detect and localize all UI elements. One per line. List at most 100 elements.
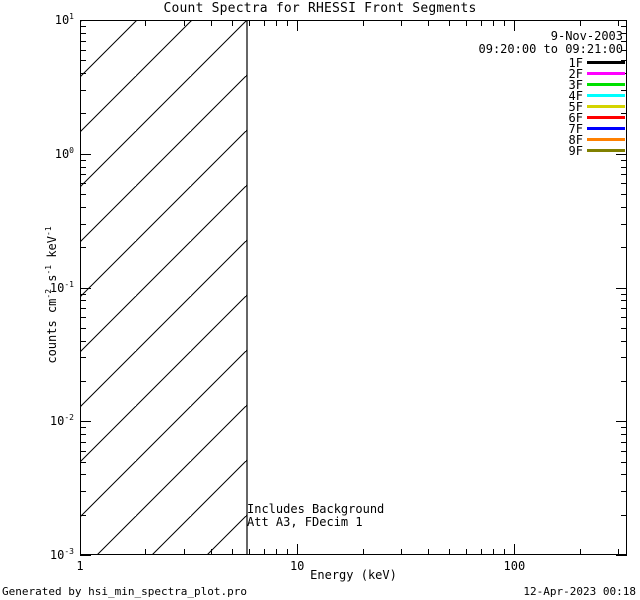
y-tick	[80, 247, 86, 248]
x-tick	[297, 544, 298, 555]
y-tick	[621, 41, 627, 42]
legend-entry-label: 8F	[568, 132, 583, 147]
y-tick	[80, 308, 86, 309]
legend-color-swatch	[587, 149, 625, 152]
x-tick	[504, 549, 505, 555]
x-tick	[428, 549, 429, 555]
legend-entry-4f: 4F	[430, 90, 625, 102]
y-tick	[621, 474, 627, 475]
y-tick	[616, 20, 627, 21]
x-tick	[493, 549, 494, 555]
legend-entry-label: 1F	[568, 55, 583, 70]
y-tick	[621, 33, 627, 34]
legend-entry-5f: 5F	[430, 99, 625, 114]
y-tick	[621, 308, 627, 309]
x-tick	[264, 549, 265, 555]
y-tick	[621, 194, 627, 195]
y-tick	[621, 341, 627, 342]
x-tick	[249, 549, 250, 555]
x-tick	[264, 20, 265, 26]
x-tick	[80, 544, 81, 555]
y-tick	[80, 33, 86, 34]
y-tick	[621, 317, 627, 318]
x-tick	[184, 20, 185, 26]
y-tick	[80, 515, 86, 516]
x-tick	[287, 20, 288, 26]
y-tick	[616, 555, 627, 556]
y-tick	[621, 442, 627, 443]
x-tick	[449, 20, 450, 26]
y-tick	[80, 434, 86, 435]
footer-generator: Generated by hsi_min_spectra_plot.pro	[2, 585, 248, 598]
legend-entries: 1F 2F 3F 4F 5F 6F 7F 8F 9F	[430, 55, 625, 157]
y-tick	[80, 451, 86, 452]
y-tick	[621, 491, 627, 492]
legend-color-swatch	[587, 127, 625, 130]
y-tick	[621, 434, 627, 435]
y-tick	[621, 207, 627, 208]
y-tick-label: 10-2	[49, 413, 74, 429]
y-axis-title-text: counts cm	[45, 298, 59, 364]
legend-date: 9-Nov-2003	[550, 29, 623, 43]
x-tick	[481, 549, 482, 555]
annotation-line-2: Att A3, FDecim 1	[247, 515, 363, 529]
x-tick	[297, 20, 298, 31]
y-tick	[621, 357, 627, 358]
x-tick	[232, 549, 233, 555]
legend-entry-1f: 1F	[430, 55, 625, 70]
x-tick	[514, 544, 515, 555]
legend-entry-label: 5F	[568, 99, 583, 114]
y-tick	[80, 427, 86, 428]
y-tick	[80, 90, 86, 91]
y-tick	[80, 442, 86, 443]
legend-color-swatch	[587, 138, 625, 141]
y-tick	[621, 381, 627, 382]
y-tick	[80, 154, 91, 155]
legend-entry-2f: 2F	[430, 66, 625, 81]
y-tick	[621, 427, 627, 428]
x-tick-label: 10	[289, 559, 305, 573]
x-tick	[580, 549, 581, 555]
legend-entry-label: 2F	[568, 66, 583, 81]
x-tick	[466, 549, 467, 555]
x-tick	[363, 549, 364, 555]
y-tick	[80, 183, 86, 184]
x-tick	[276, 549, 277, 555]
x-tick	[276, 20, 277, 26]
y-tick	[621, 451, 627, 452]
y-tick	[80, 555, 91, 556]
legend-color-swatch	[587, 83, 625, 86]
y-axis-exp-2: -1	[44, 264, 53, 275]
x-tick	[287, 549, 288, 555]
y-tick	[80, 300, 86, 301]
footer-timestamp: 12-Apr-2023 00:18	[523, 585, 636, 598]
x-tick	[211, 20, 212, 26]
y-tick	[621, 167, 627, 168]
x-tick	[618, 549, 619, 555]
x-tick	[618, 20, 619, 26]
y-tick	[621, 247, 627, 248]
x-tick	[211, 549, 212, 555]
y-tick	[80, 167, 86, 168]
y-axis-exp-3: -1	[44, 226, 53, 236]
x-tick	[401, 20, 402, 26]
x-tick	[466, 20, 467, 26]
y-tick	[621, 113, 627, 114]
y-axis-title: counts cm-2 s-1 keV-1	[44, 135, 59, 455]
y-tick	[80, 328, 86, 329]
y-tick	[80, 20, 91, 21]
legend-entry-label: 3F	[568, 77, 583, 92]
x-tick	[481, 20, 482, 26]
y-tick	[80, 357, 86, 358]
y-axis-exp-1: -2	[44, 288, 53, 299]
y-tick	[621, 26, 627, 27]
x-tick	[428, 20, 429, 26]
legend-entry-9f: 9F	[430, 145, 625, 157]
legend-entry-3f: 3F	[430, 77, 625, 92]
x-tick	[249, 20, 250, 26]
x-tick	[449, 549, 450, 555]
y-tick	[80, 26, 86, 27]
y-tick	[80, 474, 86, 475]
y-tick	[621, 160, 627, 161]
y-tick	[80, 462, 86, 463]
